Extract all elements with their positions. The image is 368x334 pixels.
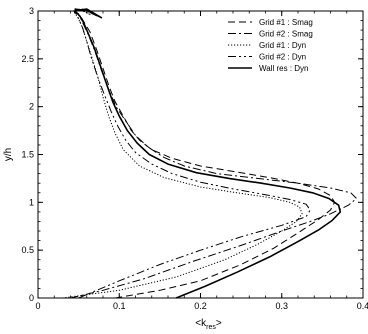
x-axis-label-main: <k <box>195 318 207 329</box>
y-tick-label: 0 <box>29 293 34 303</box>
tick-layer: 0 0.1 0.2 0.3 0.4 0 0.5 1 1.5 2 2.5 3 <box>21 6 368 311</box>
series-line-1 <box>74 8 336 299</box>
y-tick-label: 1 <box>29 197 34 207</box>
x-tick-label: 0.4 <box>357 301 368 311</box>
x-tick-label: 0 <box>35 301 40 311</box>
y-tick-label: 0.5 <box>21 245 34 255</box>
x-axis-label-subscript: res <box>206 324 216 331</box>
y-tick-label: 2 <box>29 102 34 112</box>
plot-frame <box>37 10 364 299</box>
y-tick-label: 2.5 <box>21 54 34 64</box>
y-axis-label: y/h <box>3 148 14 161</box>
x-tick-label: 0.3 <box>275 301 288 311</box>
series-line-4 <box>73 8 311 299</box>
legend-label-1: Grid #1 : Smag <box>259 18 313 27</box>
y-tick-label: 1.5 <box>21 150 34 160</box>
x-axis-label-close: > <box>216 318 222 329</box>
legend-label-4: Grid #2 : Dyn <box>259 53 306 62</box>
legend: Grid #1 : Smag Grid #2 : Smag Grid #1 : Dy… <box>228 18 313 73</box>
legend-label-2: Grid #2 : Smag <box>259 30 313 39</box>
legend-label-3: Grid #1 : Dyn <box>259 41 306 50</box>
series-line-2 <box>70 8 357 299</box>
x-tick-label: 0.1 <box>113 301 126 311</box>
y-tick-label: 3 <box>29 6 34 16</box>
series-line-5 <box>73 8 342 299</box>
x-axis-label: <kres> <box>195 318 222 331</box>
x-tick-label: 0.2 <box>194 301 207 311</box>
legend-label-5: Wall res : Dyn <box>259 64 309 73</box>
series-layer <box>62 8 357 299</box>
